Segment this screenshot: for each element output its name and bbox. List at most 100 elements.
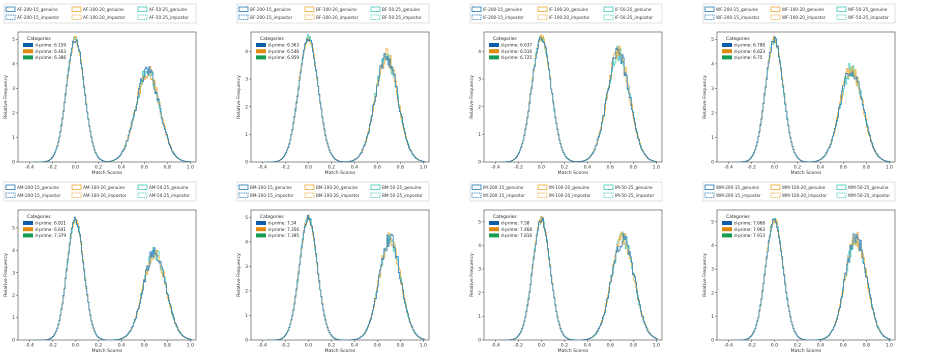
- x-tick-label: 0.2: [328, 165, 335, 171]
- category-label: d-prime: 6.641: [35, 227, 66, 232]
- y-tick-label: 3: [245, 264, 248, 270]
- legend-entry: AM-100-20_genuine: [83, 185, 125, 190]
- category-swatch: [722, 233, 732, 238]
- y-tick-label: 0: [245, 160, 248, 166]
- chart-svg: BF-200-15_genuine BF-100-20_genuine BF-50-…: [236, 3, 430, 176]
- category-swatch: [256, 49, 266, 54]
- chart-panel: IM-200-15_genuine IM-100-20_genuine IM-50-…: [466, 178, 666, 354]
- categories-title: Categories: [493, 214, 517, 220]
- legend-entry: BM-100-20_genuine: [316, 185, 358, 190]
- categories-title: Categories: [493, 36, 517, 42]
- legend-entry: AF-100-20_impostor: [83, 15, 126, 20]
- category-label: d-prime: 6.788: [734, 43, 765, 48]
- x-axis-label: Match Scores: [325, 170, 356, 176]
- y-tick-label: 4: [711, 61, 714, 67]
- legend-swatch: [471, 184, 482, 190]
- y-tick-label: 1: [245, 313, 248, 319]
- histogram-series-1: [499, 37, 658, 162]
- legend-entry: IF-50-25_impostor: [615, 15, 653, 20]
- category-swatch: [489, 221, 499, 225]
- x-tick-label: -0.2: [514, 165, 523, 171]
- x-tick-label: 0.4: [584, 165, 591, 171]
- category-swatch: [489, 43, 499, 47]
- legend-swatch: [603, 6, 614, 12]
- category-label: d-prime: 6.823: [734, 49, 765, 54]
- category-label: d-prime: 7.356: [268, 227, 299, 232]
- category-swatch: [23, 55, 33, 60]
- category-swatch: [256, 55, 266, 60]
- x-tick-label: 1.0: [886, 343, 893, 349]
- category-swatch: [23, 43, 33, 47]
- legend-swatch: [370, 6, 381, 12]
- plot-area: [17, 209, 197, 341]
- x-tick-label: 0.6: [607, 165, 614, 171]
- top-legend-box: [469, 3, 663, 24]
- histogram-group: [266, 34, 426, 162]
- legend-swatch: [5, 192, 16, 198]
- category-label: d-prime: 6.463: [35, 49, 66, 54]
- y-tick-label: 1: [478, 314, 481, 320]
- x-tick-label: 0.2: [328, 343, 335, 349]
- y-axis-label: Relative Frequency: [702, 253, 708, 297]
- legend-entry: WM-200-15_genuine: [716, 185, 760, 190]
- legend-entry: BF-200-15_genuine: [250, 7, 291, 12]
- x-tick-label: -0.2: [514, 343, 523, 349]
- y-tick-label: 3: [12, 86, 15, 92]
- x-tick-label: -0.4: [25, 165, 34, 171]
- x-tick-label: -0.4: [491, 343, 500, 349]
- legend-swatch: [137, 14, 148, 20]
- y-axis-label: Relative Frequency: [469, 75, 475, 119]
- legend-swatch: [137, 184, 148, 190]
- x-tick-label: 0.0: [305, 343, 312, 349]
- x-tick-label: 0.8: [630, 343, 637, 349]
- legend-swatch: [704, 14, 715, 20]
- legend-swatch: [304, 6, 315, 12]
- legend-swatch: [71, 184, 82, 190]
- legend-swatch: [5, 184, 16, 190]
- x-tick-label: 0.4: [118, 165, 125, 171]
- legend-entry: BF-100-20_impostor: [316, 15, 359, 20]
- legend-entry: WF-50-25_impostor: [848, 15, 889, 20]
- legend-swatch: [238, 6, 249, 12]
- histogram-group: [733, 35, 891, 162]
- legend-entry: IM-50-25_impostor: [615, 193, 654, 198]
- legend-entry: BM-50-25_impostor: [382, 193, 423, 198]
- legend-swatch: [71, 14, 82, 20]
- legend-entry: IF-200-15_impostor: [483, 15, 524, 20]
- y-tick-label: 3: [245, 77, 248, 83]
- y-tick-label: 1: [478, 132, 481, 138]
- y-tick-label: 2: [245, 289, 248, 295]
- legend-entry: AF-50-25_genuine: [149, 7, 187, 12]
- legend-swatch: [704, 192, 715, 198]
- x-tick-label: 1.0: [653, 343, 660, 349]
- legend-swatch: [603, 184, 614, 190]
- y-tick-label: 5: [711, 219, 714, 225]
- legend-entry: AM-200-15_impostor: [17, 193, 61, 198]
- category-label: d-prime: 7.34: [268, 221, 297, 226]
- y-tick-label: 5: [478, 219, 481, 225]
- top-legend-box: [236, 3, 430, 24]
- y-tick-label: 4: [12, 61, 15, 67]
- category-swatch: [256, 43, 266, 47]
- legend-entry: IF-200-15_genuine: [483, 7, 522, 12]
- x-tick-label: -0.4: [258, 165, 267, 171]
- histogram-group: [500, 216, 658, 340]
- legend-entry: IF-50-25_genuine: [615, 7, 652, 12]
- plot-area: [716, 31, 896, 163]
- category-swatch: [489, 227, 499, 232]
- x-tick-label: 0.6: [607, 343, 614, 349]
- top-legend-box: [3, 181, 197, 202]
- histogram-series-1: [34, 216, 193, 340]
- x-tick-label: 0.6: [374, 343, 381, 349]
- x-tick-label: 1.0: [187, 165, 194, 171]
- categories-title: Categories: [260, 214, 284, 220]
- histogram-series-1: [34, 39, 192, 162]
- legend-swatch: [537, 6, 548, 12]
- y-tick-label: 3: [711, 267, 714, 273]
- legend-entry: WM-50-25_impostor: [848, 193, 890, 198]
- histogram-series-1: [733, 218, 892, 340]
- histogram-group: [34, 36, 192, 162]
- legend-entry: BM-200-15_impostor: [250, 193, 294, 198]
- legend-swatch: [137, 192, 148, 198]
- chart-panel: IF-200-15_genuine IF-100-20_genuine IF-50-…: [466, 0, 666, 176]
